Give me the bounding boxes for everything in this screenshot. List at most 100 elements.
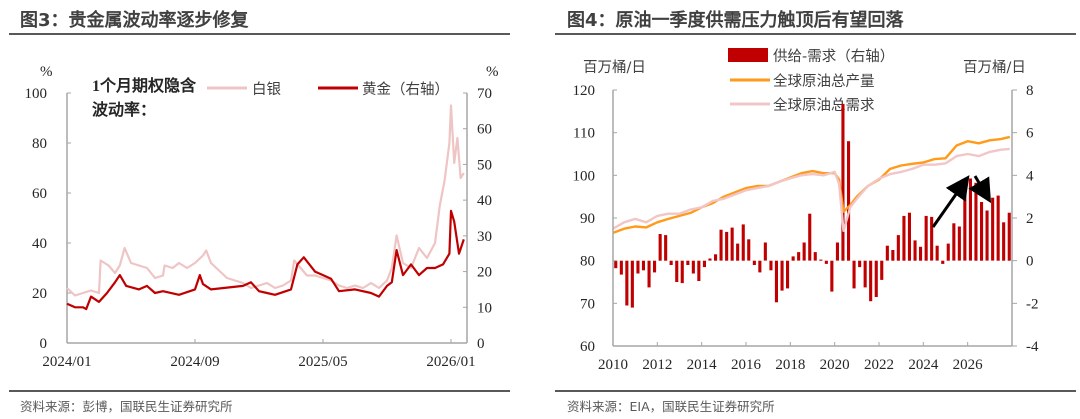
annotation-line-1: 1个月期权隐含	[92, 76, 197, 95]
balance-bar	[774, 260, 778, 303]
left-y-tick-label: 110	[573, 126, 595, 142]
balance-bar	[835, 242, 839, 261]
balance-bar	[935, 245, 939, 261]
balance-bar	[963, 188, 967, 261]
balance-bar	[891, 250, 895, 261]
production-line	[612, 135, 1011, 235]
right-source: 资料来源：EIA，国联民生证券研究所	[567, 399, 775, 414]
right-y-tick-label: -4	[1026, 339, 1039, 355]
balance-bar	[686, 260, 690, 265]
balance-bar	[741, 224, 745, 261]
x-tick-label: 2025/05	[298, 354, 347, 370]
balance-bar	[869, 260, 873, 302]
arrow-down-annotation	[968, 175, 992, 204]
balance-bar	[913, 240, 917, 261]
left-source: 资料来源：彭博，国联民生证券研究所	[20, 399, 233, 414]
legend-balance-label: 供给-需求（右轴）	[773, 48, 894, 65]
balance-bar	[786, 260, 790, 289]
balance-bar	[769, 260, 773, 271]
balance-bar	[658, 234, 662, 261]
balance-bar	[985, 210, 989, 261]
balance-bar	[968, 178, 972, 261]
balance-bar	[725, 231, 729, 261]
balance-bar	[863, 260, 867, 288]
balance-bar	[980, 202, 984, 261]
balance-bar	[808, 213, 812, 261]
left-y-tick-label: 70	[580, 296, 595, 312]
left-y-tick-label: 40	[32, 236, 47, 252]
balance-bar	[675, 260, 679, 282]
x-tick-label: 2014	[687, 357, 718, 373]
x-tick-label: 2016	[731, 357, 762, 373]
legend-gold-label: 黄金（右轴）	[362, 81, 449, 98]
balance-bar	[830, 260, 834, 292]
balance-bar	[780, 260, 784, 291]
balance-bar	[996, 195, 1000, 261]
x-tick-label: 2026	[953, 357, 984, 373]
annotation-line-2: 波动率：	[92, 100, 156, 119]
left-y-tick-label: 80	[580, 254, 595, 270]
x-tick-label: 2022	[864, 357, 894, 373]
left-y-unit: %	[40, 64, 53, 80]
left-y-tick-label: 60	[32, 186, 47, 202]
balance-bar	[791, 256, 795, 261]
right-y-tick-label: 2	[1026, 211, 1034, 227]
balance-bar	[858, 260, 862, 268]
x-tick-label: 2024	[908, 357, 939, 373]
balance-bar	[664, 235, 668, 261]
right-y-tick-label: 4	[1026, 168, 1034, 184]
arrow-up-annotation	[931, 175, 970, 228]
balance-bar	[957, 226, 961, 261]
right-y-tick-label: 10	[477, 300, 492, 316]
balance-bar	[719, 229, 723, 261]
balance-bar	[758, 260, 762, 273]
x-tick-label: 2024/09	[170, 354, 219, 370]
balance-bar	[874, 260, 878, 297]
legend-silver-label: 白银	[252, 81, 281, 98]
x-tick-label: 2018	[775, 357, 805, 373]
right-y-tick-label: 60	[477, 122, 492, 138]
balance-bar	[697, 260, 701, 281]
x-tick-label: 2026/01	[426, 354, 475, 370]
balance-bar	[714, 254, 718, 261]
right-chart-right-unit: 百万桶/日	[963, 59, 1026, 76]
balance-bar	[625, 260, 629, 306]
left-y-tick-label: 100	[573, 168, 596, 184]
balance-bar	[747, 239, 751, 261]
x-tick-label: 2010	[598, 357, 628, 373]
balance-bar	[946, 243, 950, 261]
balance-bar	[919, 246, 923, 261]
right-y-tick-label: -2	[1026, 296, 1039, 312]
balance-bar	[708, 258, 712, 261]
balance-bar	[824, 260, 828, 264]
right-chart-title: 图4：原油一季度供需压力触顶后有望回落	[567, 10, 904, 31]
x-tick-label: 2024/01	[42, 354, 91, 370]
left-y-tick-label: 120	[573, 83, 596, 99]
balance-bar	[802, 242, 806, 261]
left-y-tick-label: 60	[580, 339, 595, 355]
balance-bar	[896, 235, 900, 261]
balance-bar	[614, 260, 618, 269]
left-footer-rule	[9, 390, 510, 392]
balance-bar	[797, 252, 801, 261]
balance-bar	[730, 227, 734, 261]
right-y-tick-label: 50	[477, 157, 492, 173]
right-y-tick-label: 70	[477, 86, 492, 102]
right-y-tick-label: 8	[1026, 83, 1034, 99]
balance-bar	[974, 182, 978, 261]
x-tick-label: 2012	[642, 357, 672, 373]
left-y-tick-label: 100	[25, 86, 48, 102]
right-chart-left-unit: 百万桶/日	[583, 59, 646, 76]
balance-bar	[852, 260, 856, 289]
balance-bar	[847, 141, 851, 261]
left-y-tick-label: 80	[32, 136, 47, 152]
demand-line	[612, 147, 1010, 233]
gold-volatility-line	[66, 209, 465, 311]
balance-bar	[1002, 222, 1006, 261]
balance-bar	[930, 216, 934, 261]
right-y-unit: %	[486, 64, 499, 80]
balance-bar	[636, 260, 640, 274]
right-y-tick-label: 40	[477, 193, 492, 209]
right-y-tick-label: 0	[477, 336, 485, 352]
